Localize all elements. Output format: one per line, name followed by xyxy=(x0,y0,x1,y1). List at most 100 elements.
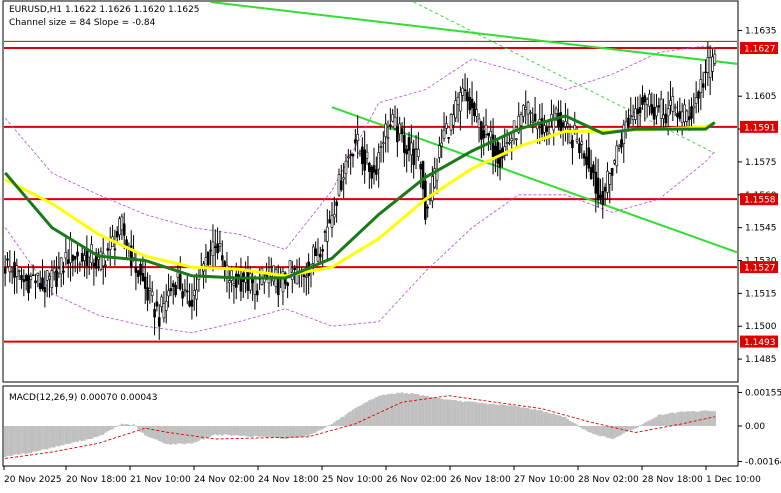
macd-histogram-bar xyxy=(66,426,70,444)
price-tag-bg xyxy=(740,120,778,133)
macd-histogram-bar xyxy=(680,411,684,426)
macd-histogram-bar xyxy=(277,426,280,438)
macd-histogram-bar xyxy=(29,426,33,454)
candle-body xyxy=(305,275,308,278)
macd-histogram-bar xyxy=(617,426,621,437)
price-tag-bg xyxy=(740,335,778,348)
macd-histogram-bar xyxy=(298,426,301,438)
candle-body xyxy=(706,57,710,73)
candle-body xyxy=(431,176,434,202)
macd-histogram-bar xyxy=(270,426,273,438)
macd-histogram-bar xyxy=(351,409,355,426)
candle-body xyxy=(340,180,343,191)
price-tag-1.1558: 1.1558 xyxy=(744,196,776,206)
macd-histogram-bar xyxy=(694,411,698,426)
macd-histogram-bar xyxy=(629,426,632,431)
macd-histogram-bar xyxy=(83,426,86,441)
candle-body xyxy=(517,115,521,133)
macd-histogram-bar xyxy=(585,426,588,431)
macd-histogram-bar xyxy=(179,426,182,444)
macd-histogram-bar xyxy=(118,425,121,426)
candle-body xyxy=(171,283,175,287)
macd-histogram-bar xyxy=(307,426,310,437)
macd-histogram-bar xyxy=(704,410,707,426)
macd-histogram-bar xyxy=(358,405,362,426)
candle-body xyxy=(351,153,355,157)
macd-histogram-bar xyxy=(606,426,609,438)
candle-body xyxy=(181,291,184,299)
candle-body xyxy=(148,288,152,291)
macd-histogram-bar xyxy=(564,416,567,426)
macd-histogram-bar xyxy=(652,418,656,426)
macd-histogram-bar xyxy=(491,403,495,426)
macd-histogram-bar xyxy=(489,403,492,426)
candle-body xyxy=(571,139,574,149)
candle-body xyxy=(568,129,572,143)
candle-body xyxy=(704,71,707,74)
candle-body xyxy=(125,239,128,247)
macd-histogram-bar xyxy=(634,426,637,429)
x-tick-label: 26 Nov 18:00 xyxy=(450,475,511,485)
macd-histogram-bar xyxy=(431,396,434,426)
macd-histogram-bar xyxy=(657,414,661,426)
macd-histogram-bar xyxy=(608,426,611,439)
macd-histogram-bar xyxy=(662,414,665,426)
channel-header: Channel size = 84 Slope = -0.84 xyxy=(9,18,156,28)
candle-body xyxy=(592,164,595,173)
macd-histogram-bar xyxy=(648,420,651,426)
candle-body xyxy=(692,105,696,109)
candle-body xyxy=(97,257,100,260)
candle-body xyxy=(118,218,121,236)
macd-histogram-bar xyxy=(559,415,562,426)
candle-body xyxy=(386,136,390,139)
macd-histogram-bar xyxy=(419,395,422,426)
macd-histogram-bar xyxy=(435,397,439,426)
macd-histogram-bar xyxy=(368,400,371,426)
candle-body xyxy=(38,283,42,290)
macd-histogram-bar xyxy=(244,426,247,437)
macd-histogram-bar xyxy=(312,426,315,434)
candle-body xyxy=(519,114,523,127)
macd-histogram-bar xyxy=(22,426,26,454)
candle-body xyxy=(15,265,19,277)
candle-body xyxy=(505,142,509,145)
macd-histogram-bar xyxy=(176,426,180,444)
candle-body xyxy=(363,149,366,171)
candle-body xyxy=(43,287,47,293)
macd-histogram-bar xyxy=(673,413,677,426)
candle-body xyxy=(185,290,189,293)
candle-body xyxy=(643,95,647,103)
candle-body xyxy=(669,100,672,106)
y-tick-label: 1.1500 xyxy=(745,322,777,332)
macd-histogram-bar xyxy=(627,426,630,431)
macd-histogram-bar xyxy=(102,426,105,435)
macd-histogram-bar xyxy=(55,426,58,447)
macd-plot-area[interactable] xyxy=(4,392,717,459)
macd-histogram-bar xyxy=(193,426,196,443)
macd-histogram-bar xyxy=(480,402,483,426)
x-tick-label: 28 Nov 18:00 xyxy=(642,475,703,485)
candle-body xyxy=(498,150,502,168)
macd-histogram-bar xyxy=(260,426,264,437)
candle-body xyxy=(391,114,394,122)
candle-body xyxy=(463,89,467,92)
macd-histogram-bar xyxy=(155,426,159,440)
macd-histogram-bar xyxy=(440,398,443,426)
candle-body xyxy=(59,257,63,275)
candle-body xyxy=(475,109,479,117)
candle-body xyxy=(414,148,418,150)
main-plot-area[interactable] xyxy=(4,2,740,343)
candle-body xyxy=(36,272,40,276)
candle-body xyxy=(713,53,717,64)
macd-histogram-bar xyxy=(594,426,597,435)
macd-histogram-bar xyxy=(433,397,436,426)
candle-body xyxy=(545,126,549,132)
macd-histogram-bar xyxy=(10,426,14,456)
macd-histogram-bar xyxy=(174,426,177,445)
x-tick-label: 21 Nov 10:00 xyxy=(130,475,191,485)
macd-histogram-bar xyxy=(708,411,712,426)
candle-body xyxy=(174,285,177,296)
candle-body xyxy=(27,274,30,294)
